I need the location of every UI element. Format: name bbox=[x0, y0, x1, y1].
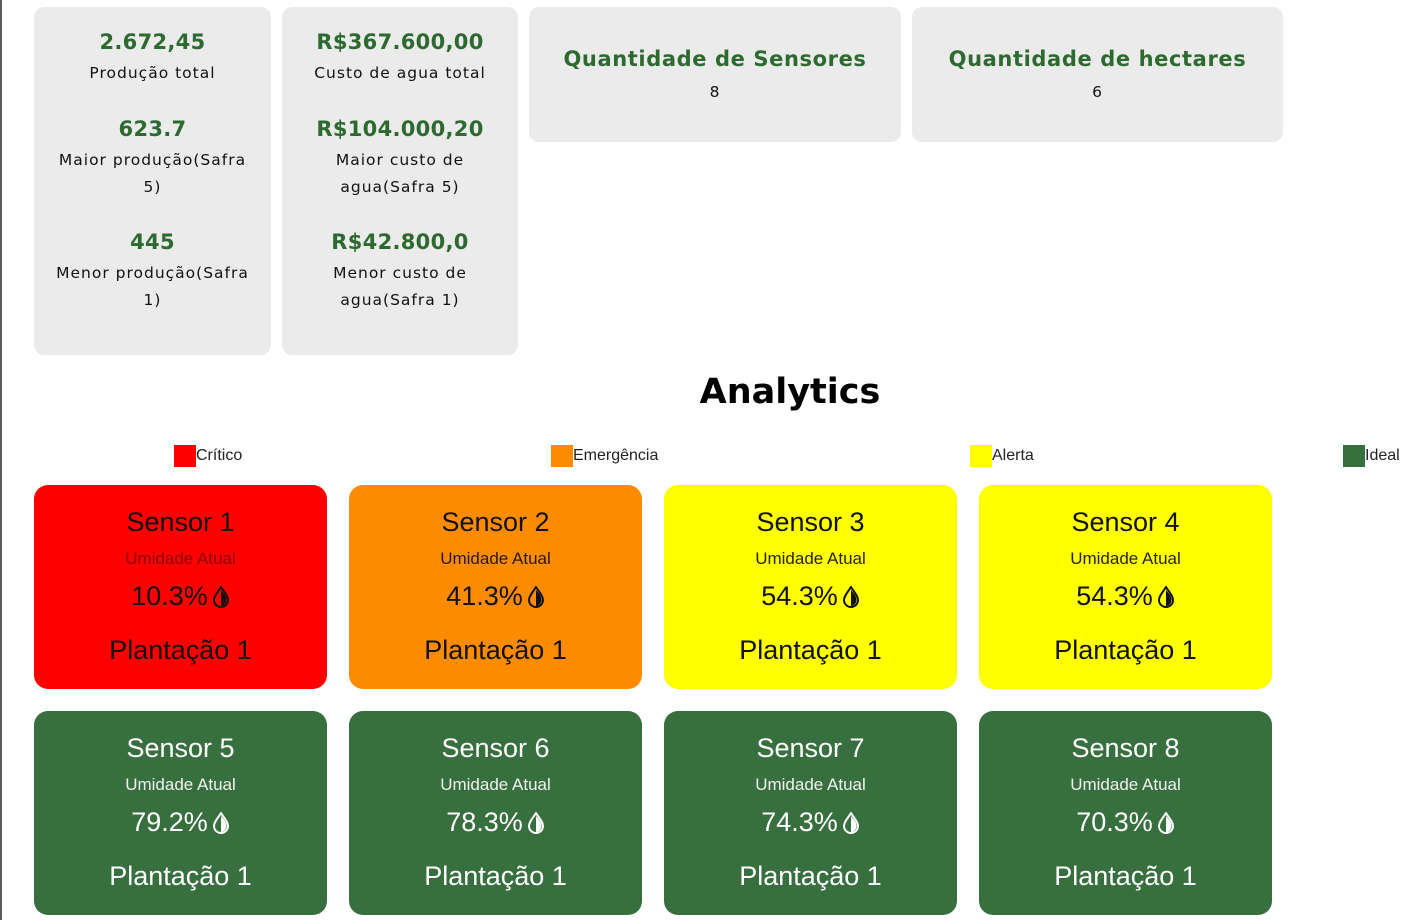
sensor-card[interactable]: Sensor 1 Umidade Atual 10.3% Plantação 1 bbox=[34, 485, 327, 689]
sensor-subtitle: Umidade Atual bbox=[440, 775, 551, 794]
sensor-name: Sensor 5 bbox=[126, 733, 235, 763]
sensor-card[interactable]: Sensor 7 Umidade Atual 74.3% Plantação 1 bbox=[664, 711, 957, 915]
legend-item-emergencia: Emergência bbox=[551, 445, 658, 467]
sensor-name: Sensor 1 bbox=[126, 507, 235, 537]
sensor-humidity: 54.3% bbox=[979, 581, 1272, 612]
sensor-plantation: Plantação 1 bbox=[109, 635, 252, 665]
sensor-humidity: 41.3% bbox=[349, 581, 642, 612]
sensor-subtitle: Umidade Atual bbox=[755, 549, 866, 568]
legend-label-alerta: Alerta bbox=[992, 447, 1034, 464]
legend-label-ideal: Ideal bbox=[1365, 447, 1400, 464]
water-cost-stats-card: R$367.600,00 Custo de agua total R$104.0… bbox=[282, 7, 518, 355]
legend-item-alerta: Alerta bbox=[970, 445, 1034, 467]
production-min-label: Menor produção(Safra 1) bbox=[56, 264, 249, 309]
production-max-value: 623.7 bbox=[118, 117, 187, 141]
production-max-label: Maior produção(Safra 5) bbox=[58, 151, 247, 196]
sensor-humidity-value: 70.3% bbox=[1076, 807, 1153, 837]
legend-swatch-ideal bbox=[1343, 445, 1365, 467]
hectare-count-title: Quantidade de hectares bbox=[948, 47, 1247, 71]
moisture-drop-icon bbox=[212, 585, 229, 608]
moisture-drop-icon bbox=[1157, 811, 1174, 834]
hectare-count-card: Quantidade de hectares 6 bbox=[912, 7, 1283, 142]
production-total-value: 2.672,45 bbox=[99, 30, 206, 54]
sensor-subtitle: Umidade Atual bbox=[1070, 775, 1181, 794]
sensor-humidity-value: 41.3% bbox=[446, 581, 523, 611]
sensor-plantation: Plantação 1 bbox=[1054, 861, 1197, 891]
moisture-drop-icon bbox=[527, 585, 544, 608]
water-total-value: R$367.600,00 bbox=[316, 30, 484, 54]
production-total-block: 2.672,45 Produção total bbox=[34, 30, 271, 87]
sensor-humidity: 78.3% bbox=[349, 807, 642, 838]
sensor-subtitle: Umidade Atual bbox=[125, 549, 236, 568]
legend-item-ideal: Ideal bbox=[1343, 445, 1400, 467]
hectare-count-value: 6 bbox=[1092, 83, 1103, 101]
legend-swatch-alerta bbox=[970, 445, 992, 467]
sensor-plantation: Plantação 1 bbox=[739, 635, 882, 665]
sensor-name: Sensor 6 bbox=[441, 733, 550, 763]
sensor-count-card: Quantidade de Sensores 8 bbox=[529, 7, 901, 142]
water-max-label: Maior custo de agua(Safra 5) bbox=[335, 151, 465, 196]
sensor-humidity-value: 54.3% bbox=[1076, 581, 1153, 611]
sensor-card[interactable]: Sensor 3 Umidade Atual 54.3% Plantação 1 bbox=[664, 485, 957, 689]
water-total-block: R$367.600,00 Custo de agua total bbox=[282, 30, 518, 87]
sensor-humidity-value: 54.3% bbox=[761, 581, 838, 611]
water-min-block: R$42.800,0 Menor custo de agua(Safra 1) bbox=[282, 230, 518, 314]
production-total-label: Produção total bbox=[89, 64, 216, 82]
sensor-plantation: Plantação 1 bbox=[739, 861, 882, 891]
sensor-subtitle: Umidade Atual bbox=[1070, 549, 1181, 568]
sensor-count-value: 8 bbox=[709, 83, 721, 101]
water-total-label: Custo de agua total bbox=[314, 64, 486, 82]
sensor-humidity-value: 78.3% bbox=[446, 807, 523, 837]
moisture-drop-icon bbox=[1157, 585, 1174, 608]
moisture-drop-icon bbox=[212, 811, 229, 834]
production-max-block: 623.7 Maior produção(Safra 5) bbox=[34, 117, 271, 201]
sensor-humidity: 79.2% bbox=[34, 807, 327, 838]
water-max-block: R$104.000,20 Maior custo de agua(Safra 5… bbox=[282, 117, 518, 201]
legend-swatch-emergencia bbox=[551, 445, 573, 467]
sensor-subtitle: Umidade Atual bbox=[755, 775, 866, 794]
sensor-card[interactable]: Sensor 2 Umidade Atual 41.3% Plantação 1 bbox=[349, 485, 642, 689]
sensor-card[interactable]: Sensor 5 Umidade Atual 79.2% Plantação 1 bbox=[34, 711, 327, 915]
sensor-humidity-value: 74.3% bbox=[761, 807, 838, 837]
sensor-subtitle: Umidade Atual bbox=[440, 549, 551, 568]
legend-label-critico: Crítico bbox=[196, 447, 243, 464]
sensor-subtitle: Umidade Atual bbox=[125, 775, 236, 794]
legend-item-critico: Crítico bbox=[174, 445, 242, 467]
sensor-name: Sensor 4 bbox=[1071, 507, 1180, 537]
sensor-humidity: 10.3% bbox=[34, 581, 327, 612]
legend-label-emergencia: Emergência bbox=[573, 447, 659, 464]
sensor-card[interactable]: Sensor 4 Umidade Atual 54.3% Plantação 1 bbox=[979, 485, 1272, 689]
sensor-count-title: Quantidade de Sensores bbox=[563, 47, 867, 71]
production-stats-card: 2.672,45 Produção total 623.7 Maior prod… bbox=[34, 7, 271, 355]
sensor-card[interactable]: Sensor 6 Umidade Atual 78.3% Plantação 1 bbox=[349, 711, 642, 915]
legend-swatch-critico bbox=[174, 445, 196, 467]
sensor-humidity: 54.3% bbox=[664, 581, 957, 612]
sensor-humidity: 70.3% bbox=[979, 807, 1272, 838]
sensor-name: Sensor 7 bbox=[756, 733, 865, 763]
sensor-name: Sensor 3 bbox=[756, 507, 865, 537]
sensor-humidity-value: 79.2% bbox=[131, 807, 208, 837]
sensor-plantation: Plantação 1 bbox=[424, 861, 567, 891]
sensor-plantation: Plantação 1 bbox=[109, 861, 252, 891]
sensor-card[interactable]: Sensor 8 Umidade Atual 70.3% Plantação 1 bbox=[979, 711, 1272, 915]
production-min-value: 445 bbox=[130, 230, 175, 254]
analytics-title: Analytics bbox=[699, 372, 881, 412]
water-max-value: R$104.000,20 bbox=[316, 117, 484, 141]
sensor-plantation: Plantação 1 bbox=[424, 635, 567, 665]
sensor-plantation: Plantação 1 bbox=[1054, 635, 1197, 665]
sensor-name: Sensor 2 bbox=[441, 507, 550, 537]
water-min-label: Menor custo de agua(Safra 1) bbox=[333, 264, 467, 309]
sensor-humidity: 74.3% bbox=[664, 807, 957, 838]
moisture-drop-icon bbox=[842, 585, 859, 608]
production-min-block: 445 Menor produção(Safra 1) bbox=[34, 230, 271, 314]
moisture-drop-icon bbox=[842, 811, 859, 834]
sensor-humidity-value: 10.3% bbox=[131, 581, 208, 611]
water-min-value: R$42.800,0 bbox=[331, 230, 469, 254]
page-left-border bbox=[0, 0, 2, 920]
sensor-name: Sensor 8 bbox=[1071, 733, 1180, 763]
moisture-drop-icon bbox=[527, 811, 544, 834]
